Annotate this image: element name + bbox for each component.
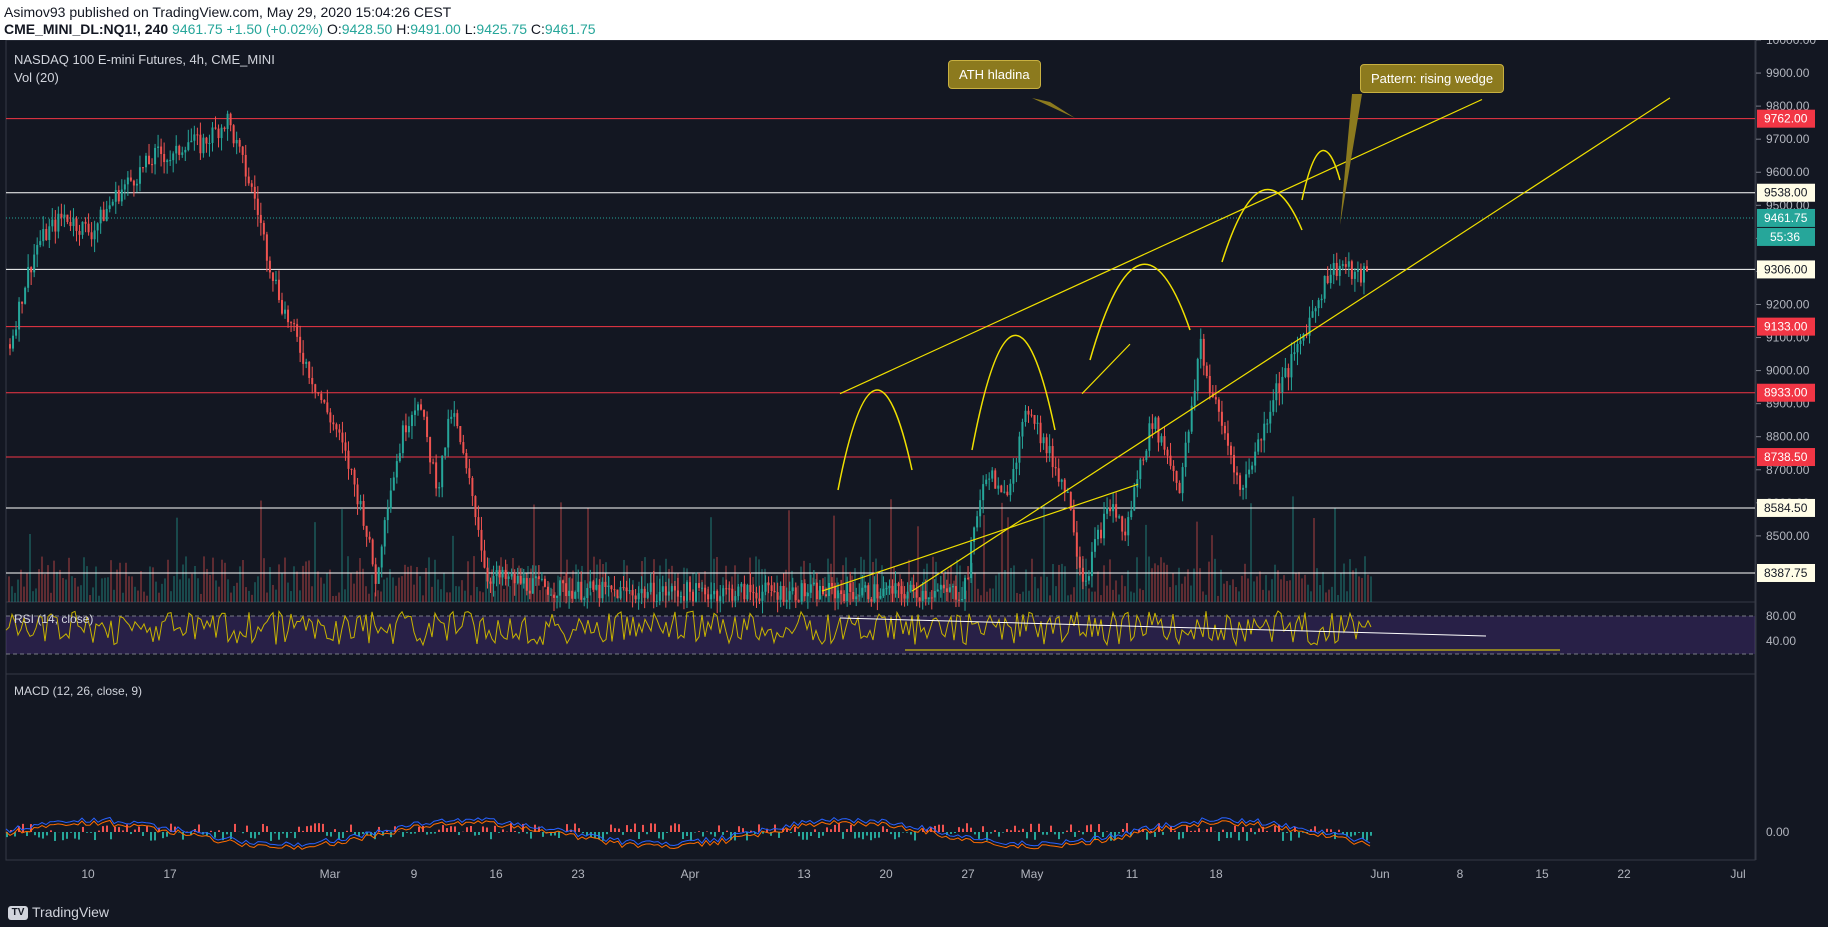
price-tick-label: 9500.00 <box>1766 198 1810 212</box>
publish-header: Asimov93 published on TradingView.com, M… <box>0 0 1828 40</box>
wedge-upper-line <box>839 98 1483 395</box>
hand-drawn-top-arc <box>1301 149 1341 201</box>
countdown-tag <box>1757 227 1815 246</box>
tradingview-brand[interactable]: TV TradingView <box>8 904 110 921</box>
time-tick-label: 11 <box>1126 867 1139 881</box>
time-tick-label: Jul <box>1730 867 1745 881</box>
time-tick-label: 9 <box>411 867 418 881</box>
chart-title: NASDAQ 100 E-mini Futures, 4h, CME_MINI <box>14 52 275 67</box>
level-tag <box>1757 448 1815 467</box>
publisher-line: Asimov93 published on TradingView.com, M… <box>4 4 452 20</box>
time-tick-label: 23 <box>571 867 585 881</box>
level-tag-label: 8933.00 <box>1764 386 1808 400</box>
symbol-line: CME_MINI_DL:NQ1!, 240 9461.75 +1.50 (+0.… <box>4 21 596 37</box>
chart-panel[interactable]: 10000.00 9900.00 9800.00 9700.00 9600.00 9500… <box>0 33 1828 900</box>
rsi-divergence-line <box>839 617 1487 637</box>
low-label: L: <box>464 21 477 37</box>
price-tick-label: 9700.00 <box>1766 132 1810 146</box>
level-tag-label: 9762.00 <box>1764 112 1808 126</box>
level-tag-label: 9538.00 <box>1764 186 1808 200</box>
price-tick-label: 10000.00 <box>1766 40 1816 47</box>
price-tick-label: 9200.00 <box>1766 297 1810 311</box>
volume-label: Vol (20) <box>14 70 59 85</box>
tradingview-logo-icon: TV <box>8 906 28 921</box>
time-tick-label: 8 <box>1457 867 1464 881</box>
countdown-label: 55:36 <box>1770 230 1800 244</box>
level-tag <box>1757 109 1815 128</box>
rsi-80-label: 80.00 <box>1766 609 1796 623</box>
time-tick-label: 16 <box>489 867 503 881</box>
rsi-line <box>5 609 1372 647</box>
low-value: 9425.75 <box>476 21 528 37</box>
symbol-name: CME_MINI_DL:NQ1!, 240 <box>4 21 169 37</box>
level-tag <box>1757 183 1815 202</box>
brand-text: TradingView <box>32 904 110 920</box>
level-tag <box>1757 498 1815 517</box>
annotation-ath-pointer <box>1032 98 1075 118</box>
hand-drawn-top-arc <box>837 389 913 491</box>
price-tick-label: 8800.00 <box>1766 430 1810 444</box>
time-tick-label: Jun <box>1370 867 1389 881</box>
level-tag-label: 8584.50 <box>1764 501 1808 515</box>
macd-zero-label: 0.00 <box>1766 825 1790 839</box>
rsi-band <box>6 616 1755 654</box>
wedge-lower-line <box>911 97 1671 592</box>
time-tick-label: 20 <box>879 867 893 881</box>
macd-signal-line <box>5 819 1371 850</box>
time-tick-label: May <box>1021 867 1044 881</box>
annotation-wedge[interactable]: Pattern: rising wedge <box>1360 64 1505 93</box>
last-price-label: 9461.75 <box>1764 211 1808 225</box>
chart-svg[interactable]: 10000.00 9900.00 9800.00 9700.00 9600.00 9500… <box>0 33 1828 900</box>
time-tick-label: Mar <box>320 867 341 881</box>
level-tag-label: 8387.75 <box>1764 566 1808 580</box>
close-value: 9461.75 <box>544 21 596 37</box>
high-value: 9491.00 <box>410 21 461 37</box>
price-tick-label: 8700.00 <box>1766 463 1810 477</box>
level-tag-label: 8738.50 <box>1764 450 1808 464</box>
support-trendline <box>821 483 1139 592</box>
candle-series <box>9 110 1368 614</box>
close-label: C: <box>530 21 545 37</box>
level-tag-label: 9306.00 <box>1764 262 1808 276</box>
open-value: 9428.50 <box>341 21 393 37</box>
time-tick-label: 15 <box>1535 867 1549 881</box>
rsi-40-label: 40.00 <box>1766 634 1796 648</box>
price-change: +1.50 (+0.02%) <box>226 21 324 37</box>
plot-border <box>5 39 1756 861</box>
hand-drawn-top-arc <box>1221 188 1303 263</box>
time-tick-label: 10 <box>81 867 95 881</box>
time-tick-label: 22 <box>1617 867 1631 881</box>
open-label: O: <box>326 21 342 37</box>
high-label: H: <box>396 21 411 37</box>
time-tick-label: 27 <box>961 867 975 881</box>
annotation-ath[interactable]: ATH hladina <box>948 60 1041 89</box>
level-tag-label: 9133.00 <box>1764 320 1808 334</box>
macd-line <box>5 816 1371 847</box>
level-tag <box>1757 563 1815 582</box>
last-price: 9461.75 <box>172 21 223 37</box>
footer: TV TradingView <box>0 900 1828 927</box>
time-tick-label: Apr <box>681 867 700 881</box>
price-tick-label: 9800.00 <box>1766 99 1810 113</box>
annotation-wedge-pointer <box>1340 94 1362 225</box>
rsi-label: RSI (14, close) <box>14 612 94 626</box>
level-tag <box>1757 317 1815 336</box>
price-tick-label: 9600.00 <box>1766 165 1810 179</box>
hand-drawn-top-arc <box>971 334 1056 451</box>
volume-series <box>8 496 1372 602</box>
last-price-tag <box>1757 208 1815 227</box>
time-tick-label: 17 <box>163 867 177 881</box>
price-tick-label: 9000.00 <box>1766 364 1810 378</box>
level-tag <box>1757 260 1815 279</box>
hand-drawn-top-arc <box>1089 263 1191 361</box>
price-tick-label: 9900.00 <box>1766 66 1810 80</box>
time-tick-label: 18 <box>1209 867 1223 881</box>
minor-trendline <box>1081 343 1131 395</box>
price-tick-label: 8500.00 <box>1766 529 1810 543</box>
macd-label: MACD (12, 26, close, 9) <box>14 684 143 698</box>
time-tick-label: 13 <box>797 867 811 881</box>
level-tag <box>1757 383 1815 402</box>
